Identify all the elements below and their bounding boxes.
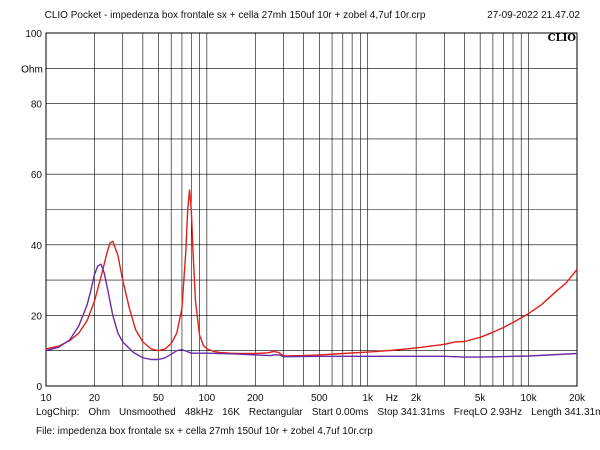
x-tick-label: 10k: [521, 393, 538, 404]
y-tick-label: 60: [31, 170, 43, 181]
setting-item: Start 0.00ms: [311, 407, 369, 418]
x-tick-label: 2k: [411, 393, 423, 404]
x-tick-label: 100: [199, 393, 216, 404]
y-tick-label: 40: [31, 241, 43, 252]
clio-watermark: CLIO: [548, 33, 577, 44]
impedance-curve-red: [45, 189, 578, 357]
x-tick-label: 5k: [475, 393, 487, 404]
setting-item: Unsmoothed: [119, 407, 176, 418]
x-tick-label: 20k: [569, 393, 586, 404]
x-tick-label: 500: [311, 393, 328, 404]
file-name: File: impedenza box frontale sx + cella …: [36, 426, 373, 437]
timestamp: 27-09-2022 21.47.02: [487, 10, 580, 21]
setting-item: Ohm: [88, 407, 111, 418]
x-tick-label: 20: [89, 393, 101, 404]
chart-title: CLIO Pocket - impedenza box frontale sx …: [44, 10, 426, 21]
x-tick-label: 10: [40, 393, 52, 404]
impedance-curve-purple: [45, 263, 578, 361]
x-axis-unit: Hz: [386, 393, 398, 404]
setting-item: Stop 341.31ms: [377, 407, 445, 418]
setting-item: 48kHz: [184, 407, 214, 418]
y-tick-label: 100: [25, 29, 42, 40]
setting-item: 16K: [222, 407, 240, 418]
y-tick-label: 20: [31, 311, 43, 322]
setting-item: Rectangular: [248, 407, 303, 418]
setting-item: FreqLO 2.93Hz: [453, 407, 523, 418]
y-axis-unit: Ohm: [21, 64, 43, 75]
setting-item: Length 341.31ms: [531, 407, 600, 418]
measurement-settings: LogChirp: Ohm Unsmoothed 48kHz 16K Rectangula…: [36, 407, 600, 418]
plot-frame: [45, 32, 578, 387]
x-tick-label: 1k: [362, 393, 374, 404]
setting-item: LogChirp:: [36, 407, 80, 418]
y-tick-label: 80: [31, 100, 43, 111]
impedance-chart: 10 20 50 100 200 500 1k 2k 5k 10k 20k 0 20 40 60 80 100…: [21, 29, 586, 404]
x-tick-label: 200: [247, 393, 264, 404]
x-tick-label: 50: [153, 393, 165, 404]
y-tick-label: 0: [36, 382, 42, 393]
